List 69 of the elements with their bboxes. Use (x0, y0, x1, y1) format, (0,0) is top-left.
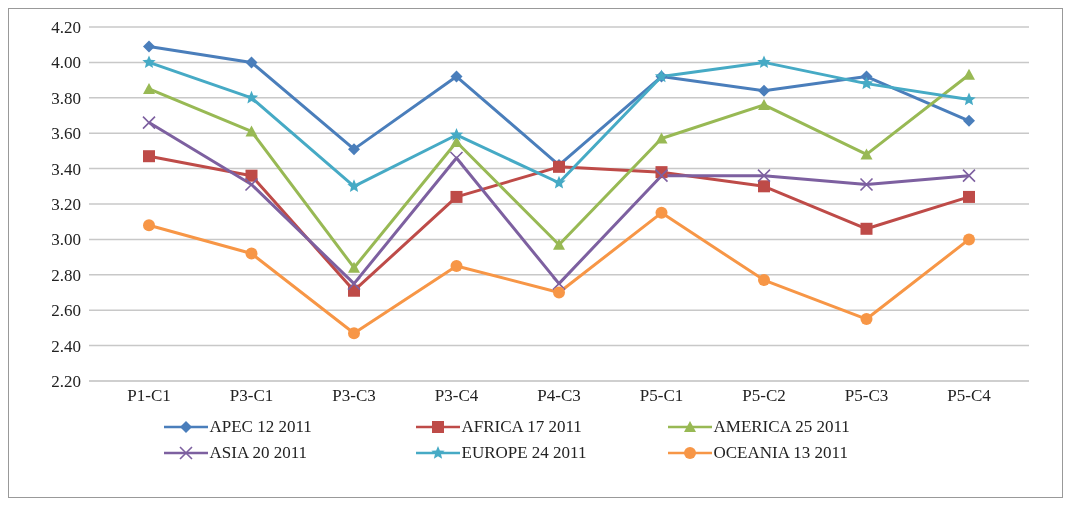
point (143, 219, 155, 232)
y-tick-label: 3.80 (51, 88, 81, 108)
point (245, 125, 258, 137)
legend-label: AFRICA 17 2011 (461, 417, 582, 437)
point (553, 238, 565, 250)
y-tick-label: 3.00 (51, 230, 81, 250)
legend-label: AMERICA 25 2011 (713, 417, 850, 437)
point (859, 177, 874, 192)
point (860, 313, 873, 326)
point (347, 276, 361, 291)
x-tick-label: P3-C1 (229, 386, 274, 406)
point (860, 222, 873, 235)
x-tick-label: P5-C4 (947, 386, 992, 406)
x-tick-label: P5-C2 (742, 386, 786, 406)
point (449, 127, 464, 141)
x-tick-label: P5-C3 (844, 386, 889, 406)
point (143, 82, 155, 94)
point (450, 70, 463, 83)
point (245, 56, 258, 69)
point (963, 68, 975, 80)
point (963, 190, 975, 203)
point (962, 168, 976, 183)
y-tick-label: 4.00 (51, 53, 81, 73)
point (142, 115, 156, 130)
point (655, 206, 668, 219)
point (553, 286, 565, 299)
legend-label: EUROPE 24 2011 (461, 443, 587, 463)
point (143, 40, 155, 53)
point (348, 327, 360, 340)
point (552, 175, 566, 189)
point (963, 233, 975, 246)
x-tick-label: P5-C1 (639, 386, 684, 406)
y-tick-label: 3.60 (51, 124, 81, 144)
y-tick-label: 2.20 (51, 372, 81, 392)
point (655, 132, 668, 144)
point (450, 190, 463, 203)
point (859, 76, 874, 90)
point (758, 180, 770, 193)
point (142, 55, 156, 69)
point (348, 143, 360, 156)
point (450, 259, 463, 272)
legend-label: OCEANIA 13 2011 (713, 443, 848, 463)
y-tick-label: 2.40 (51, 336, 81, 356)
point (758, 274, 770, 287)
legend-label: ASIA 20 2011 (209, 443, 308, 463)
point (860, 148, 873, 160)
y-tick-label: 4.20 (51, 18, 81, 38)
point (758, 84, 770, 97)
point (757, 55, 771, 69)
legend-label: APEC 12 2011 (209, 417, 312, 437)
y-tick-label: 2.60 (51, 301, 81, 321)
x-tick-label: P3-C4 (434, 386, 479, 406)
point (143, 150, 155, 163)
point (244, 90, 259, 104)
point (449, 151, 464, 165)
point (348, 261, 360, 273)
point (757, 168, 771, 183)
y-tick-label: 3.20 (51, 195, 81, 215)
point (347, 179, 361, 192)
point (963, 114, 975, 127)
point (962, 92, 976, 106)
point (758, 98, 770, 110)
x-tick-label: P3-C3 (332, 386, 376, 406)
point (245, 247, 258, 260)
point (654, 168, 669, 183)
x-tick-label: P1-C1 (127, 386, 171, 406)
y-tick-label: 3.40 (51, 159, 81, 179)
x-tick-label: P4-C3 (537, 386, 581, 406)
y-tick-label: 2.80 (51, 265, 81, 285)
